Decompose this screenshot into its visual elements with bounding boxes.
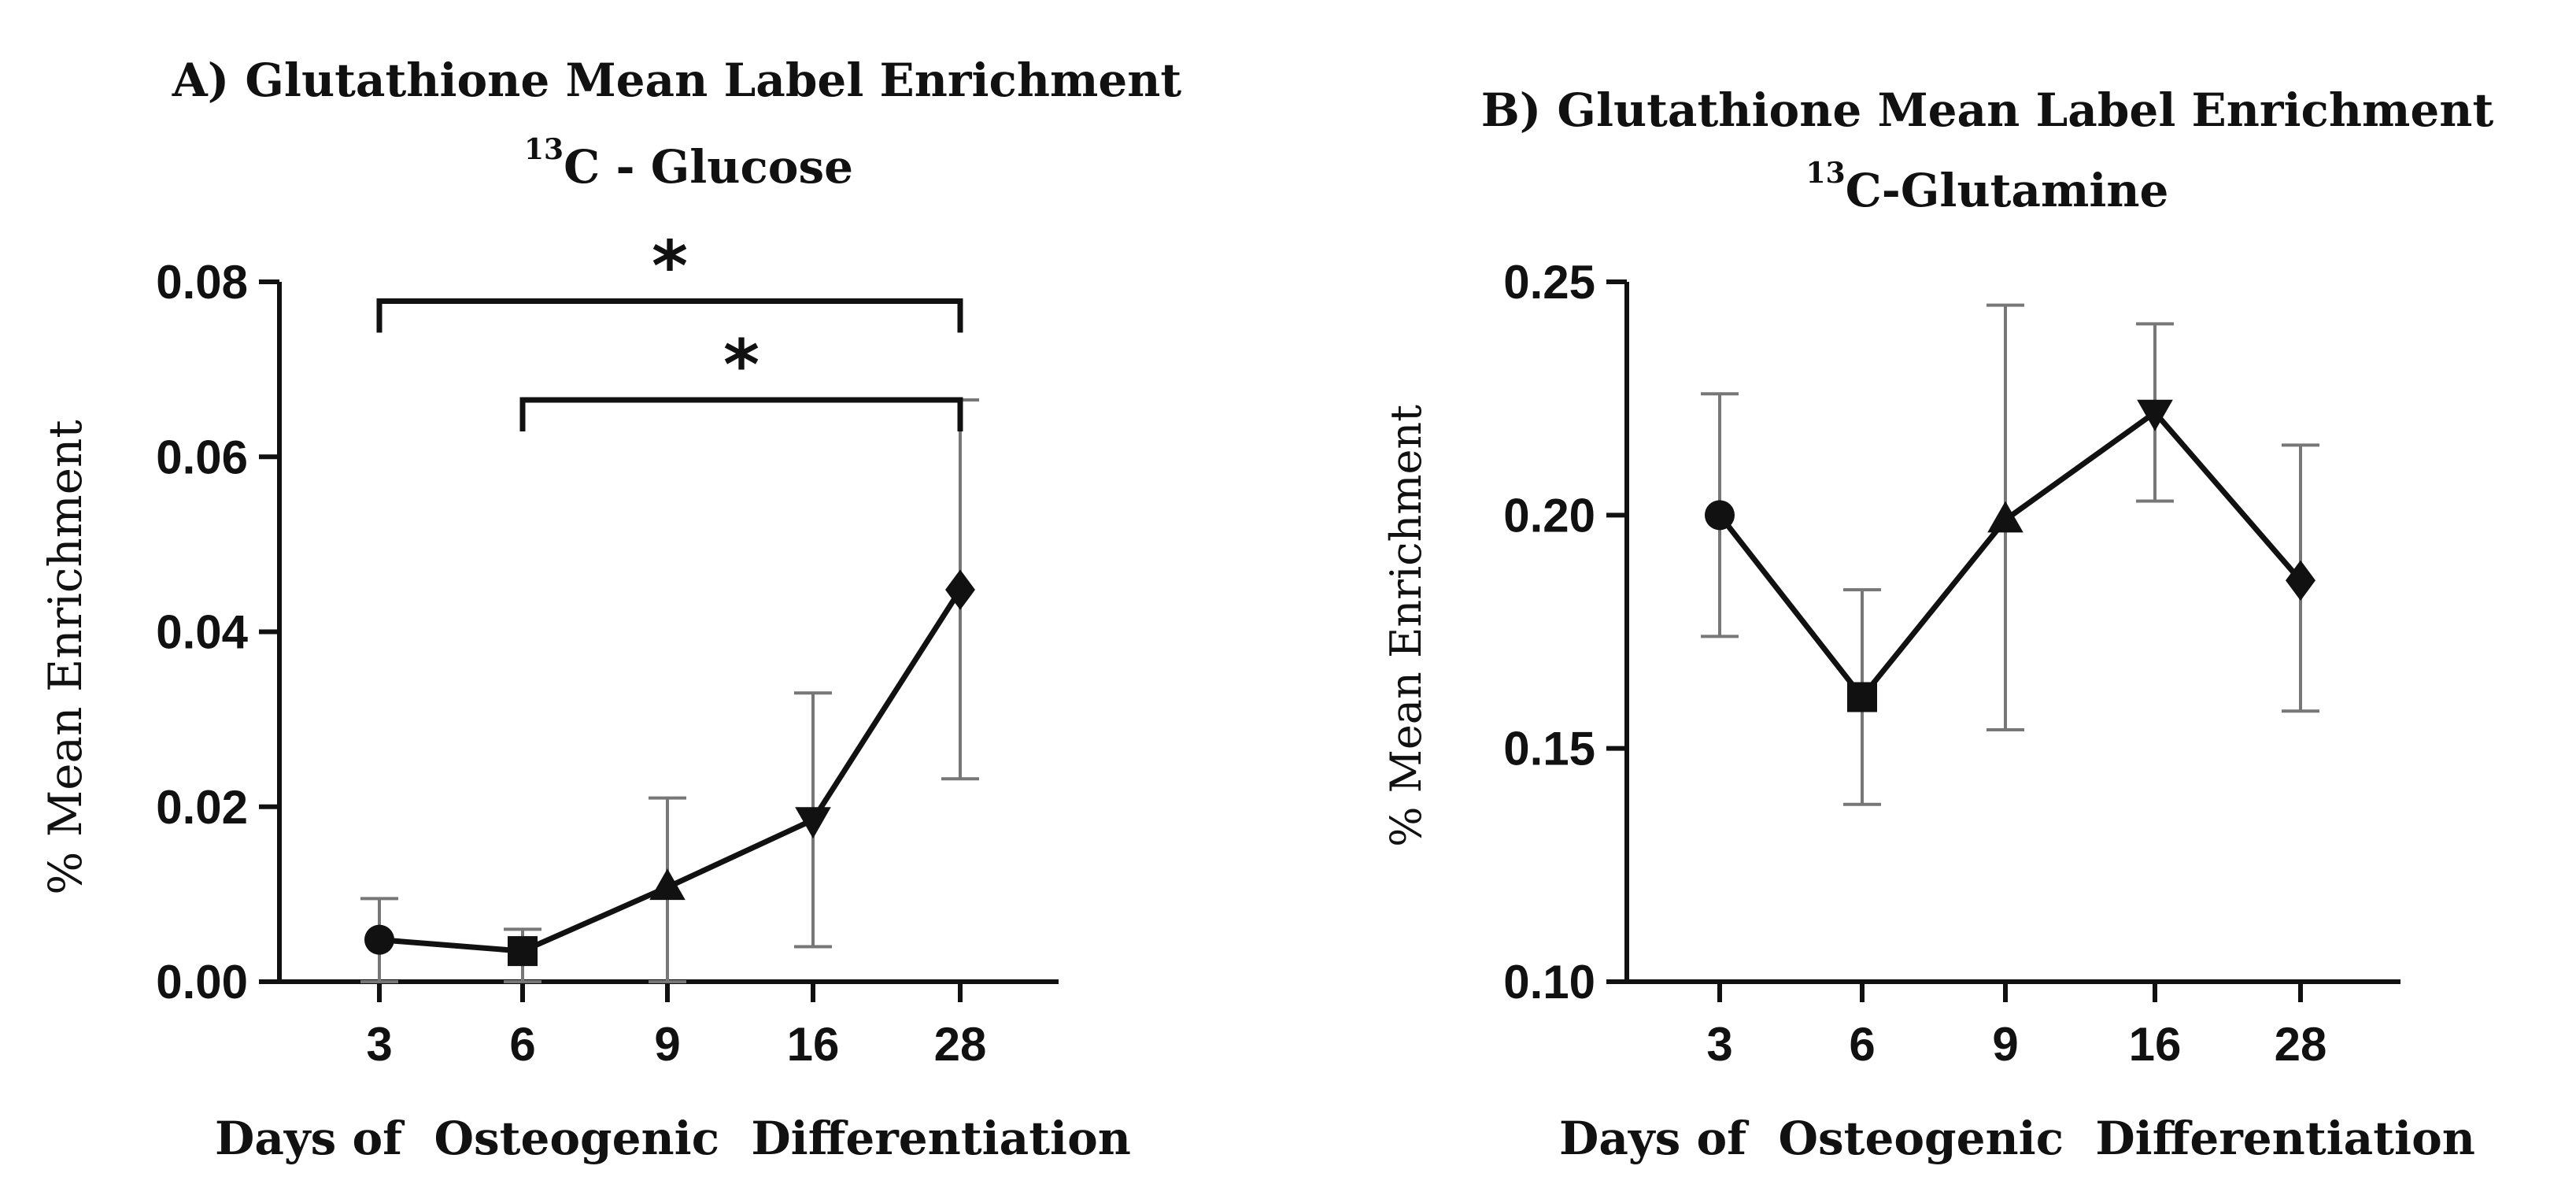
panel-b-title: B) Glutathione Mean Label Enrichment (1481, 83, 2494, 137)
x-tick-label: 9 (654, 1018, 680, 1071)
panel-b: B) Glutathione Mean Label Enrichment 13C… (1381, 83, 2493, 1165)
significance-star: * (723, 324, 759, 405)
panel-b-ylabel: % Mean Enrichment (1381, 405, 1431, 847)
data-point (795, 807, 831, 839)
panel-b-xlabel: Days of Osteogenic Differentiation (1559, 1112, 2475, 1165)
series-line (1717, 409, 2303, 700)
panel-b-subtitle-sup: 13 (1806, 157, 1846, 190)
significance-bracket (376, 298, 963, 333)
panel-a: A) Glutathione Mean Label Enrichment 13C… (39, 54, 1181, 1165)
x-tick-label: 3 (1706, 1018, 1732, 1071)
x-tick-label: 16 (787, 1018, 840, 1071)
y-tick-label: 0.00 (156, 956, 248, 1008)
x-tick-label: 9 (1992, 1018, 2018, 1071)
data-point (1987, 501, 2023, 533)
y-tick-label: 0.04 (156, 606, 248, 659)
significance-bracket (519, 397, 963, 432)
data-point (2137, 399, 2173, 431)
y-tick-label: 0.08 (156, 256, 248, 309)
y-tick-label: 0.25 (1503, 256, 1595, 309)
panel-a-subtitle-text: C - Glucose (564, 140, 853, 194)
panel-a-subtitle-sup: 13 (524, 133, 564, 166)
data-point (649, 868, 686, 901)
x-tick-label: 6 (1849, 1018, 1875, 1071)
panel-a-xlabel: Days of Osteogenic Differentiation (215, 1112, 1131, 1165)
panel-a-subtitle: 13C - Glucose (524, 133, 853, 194)
x-tick-label: 28 (934, 1018, 987, 1071)
y-tick-label: 0.15 (1503, 723, 1595, 775)
data-point (1847, 682, 1877, 712)
x-tick-label: 16 (2129, 1018, 2182, 1071)
data-point (1705, 500, 1735, 531)
data-point (945, 569, 975, 610)
data-point (508, 936, 538, 967)
y-tick-label: 0.20 (1503, 489, 1595, 542)
panel-a-title: A) Glutathione Mean Label Enrichment (172, 54, 1182, 107)
data-point (364, 924, 394, 955)
data-point (2286, 560, 2315, 601)
y-tick-label: 0.06 (156, 431, 248, 483)
y-tick-label: 0.02 (156, 781, 248, 834)
x-tick-label: 3 (366, 1018, 392, 1071)
y-tick-label: 0.10 (1503, 956, 1595, 1008)
panel-a-ylabel: % Mean Enrichment (39, 420, 92, 894)
significance-star: * (652, 225, 688, 306)
panel-a-plot: 0.00 0.02 0.04 0.06 0.08 3 6 9 16 28 * * (156, 225, 1059, 1071)
x-tick-label: 28 (2275, 1018, 2327, 1071)
panel-b-subtitle: 13C-Glutamine (1806, 157, 2169, 217)
panel-b-plot: 0.10 0.15 0.20 0.25 3 6 9 16 28 (1503, 256, 2400, 1071)
x-tick-label: 6 (509, 1018, 535, 1071)
panel-b-subtitle-text: C-Glutamine (1846, 164, 2169, 217)
